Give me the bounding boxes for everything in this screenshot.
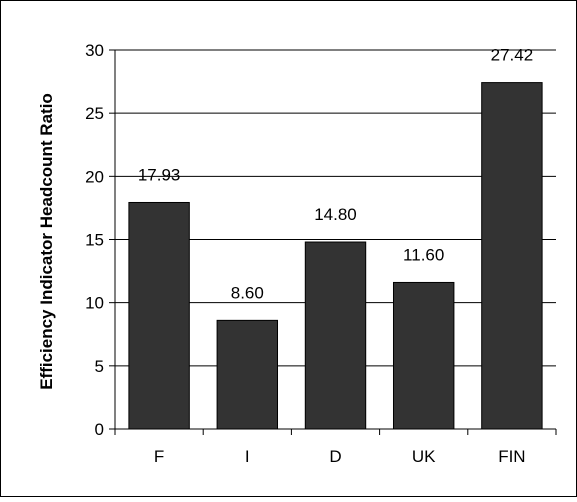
bar-FIN	[481, 82, 543, 430]
data-label-F: 17.93	[138, 165, 181, 184]
x-tick-label-F: F	[154, 447, 164, 466]
y-tick-label-5: 25	[85, 104, 104, 123]
bar-UK	[392, 281, 455, 430]
bar-D	[304, 241, 367, 430]
y-tick-label-2: 10	[85, 294, 104, 313]
x-tick-label-I: I	[245, 447, 250, 466]
x-tick-label-UK: UK	[412, 447, 436, 466]
axes	[109, 49, 557, 435]
y-tick-label-4: 20	[85, 167, 104, 186]
bar-I	[216, 319, 279, 430]
y-tick-label-6: 30	[85, 41, 104, 60]
bars	[128, 82, 543, 430]
labels: 0 5 10 15 20 25 30 17.93 F 8.60 I 14.80 D 11.60 UK 27.4…	[85, 41, 533, 466]
data-label-I: 8.60	[231, 283, 264, 302]
data-label-FIN: 27.42	[491, 46, 534, 65]
data-label-D: 14.80	[314, 205, 357, 224]
y-axis-label: Efficiency Indicator Headcount Ratio	[37, 93, 56, 390]
y-tick-label-0: 0	[95, 420, 104, 439]
data-label-UK: 11.60	[403, 245, 444, 264]
y-tick-label-1: 5	[95, 357, 104, 376]
x-tick-label-FIN: FIN	[498, 447, 525, 466]
y-tick-label-3: 15	[85, 231, 104, 250]
bar-F	[128, 201, 190, 430]
x-tick-label-D: D	[329, 447, 341, 466]
